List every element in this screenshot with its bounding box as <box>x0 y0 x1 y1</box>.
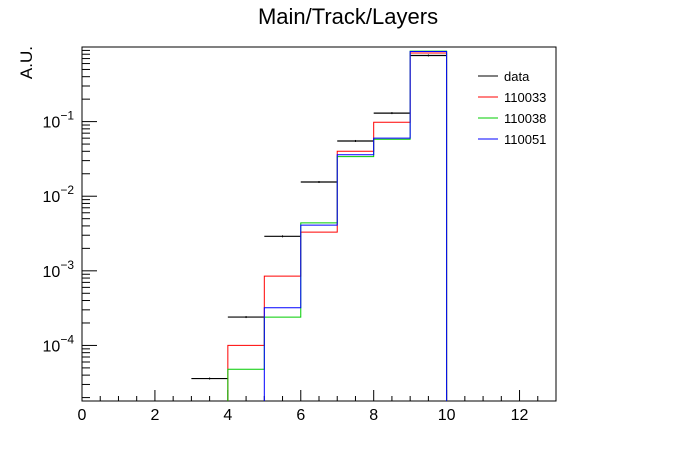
series-line-110051 <box>263 51 448 401</box>
x-tick-label: 8 <box>369 407 378 424</box>
x-tick-label: 10 <box>438 407 456 424</box>
y-tick-label: 10−1 <box>43 109 75 132</box>
y-tick-label: 10−2 <box>43 183 75 206</box>
legend-label: 110033 <box>504 90 546 105</box>
legend-label: data <box>504 69 530 84</box>
legend-label: 110038 <box>504 111 546 126</box>
y-tick-label: 10−4 <box>43 332 75 355</box>
chart-title: Main/Track/Layers <box>258 4 438 29</box>
plot-area: 0 2 4 6 8 10 12 10−4 10−3 10−2 10−1 data 110033 11003… <box>43 46 557 424</box>
x-tick-label: 6 <box>296 407 305 424</box>
y-tick-label: 10−3 <box>43 258 75 281</box>
x-tick-label: 12 <box>511 407 529 424</box>
x-tick-label: 0 <box>78 407 87 424</box>
legend-label: 110051 <box>504 132 546 147</box>
y-axis-label: A.U. <box>17 46 36 79</box>
x-tick-label: 2 <box>150 407 159 424</box>
x-tick-label: 4 <box>223 407 232 424</box>
